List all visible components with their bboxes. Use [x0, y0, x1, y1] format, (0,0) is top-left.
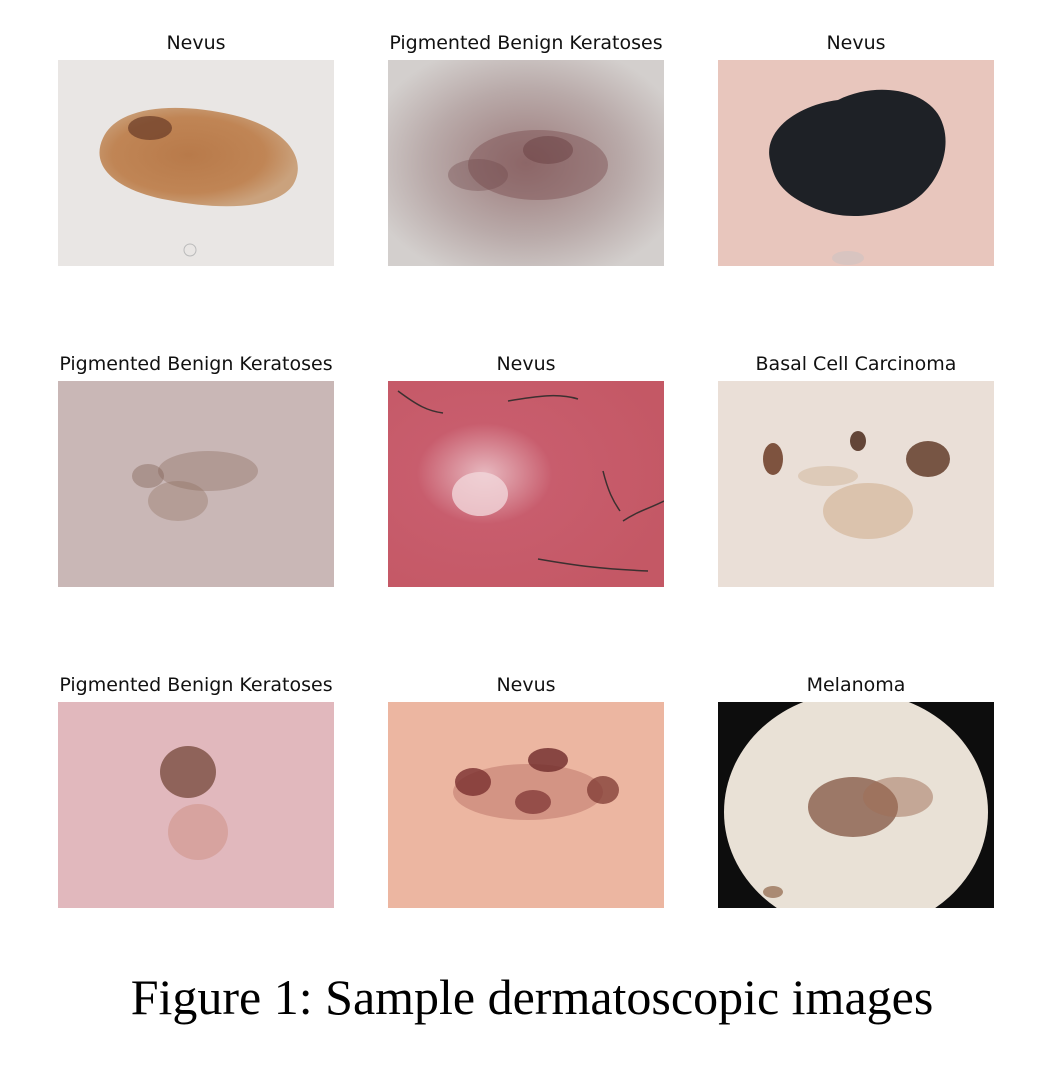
- panel-title: Pigmented Benign Keratoses: [389, 32, 663, 54]
- dermatoscopic-image: [58, 381, 334, 587]
- panel-title: Nevus: [496, 353, 556, 375]
- panel-title: Basal Cell Carcinoma: [755, 353, 957, 375]
- dermatoscopic-image: [58, 702, 334, 908]
- panel-title: Melanoma: [806, 674, 906, 696]
- panel-title: Nevus: [496, 674, 556, 696]
- dermatoscopic-image: [58, 60, 334, 266]
- dermatoscopic-image: [718, 60, 994, 266]
- dermatoscopic-image: [718, 702, 994, 908]
- panel-title: Nevus: [166, 32, 226, 54]
- panel-title: Pigmented Benign Keratoses: [59, 353, 333, 375]
- dermatoscopic-image: [388, 60, 664, 266]
- dermatoscopic-image: [388, 381, 664, 587]
- dermatoscopic-image: [718, 381, 994, 587]
- dermatoscopic-image: [388, 702, 664, 908]
- panel-title: Pigmented Benign Keratoses: [59, 674, 333, 696]
- figure-caption: Figure 1: Sample dermatoscopic images: [130, 969, 934, 1025]
- panel-title: Nevus: [826, 32, 886, 54]
